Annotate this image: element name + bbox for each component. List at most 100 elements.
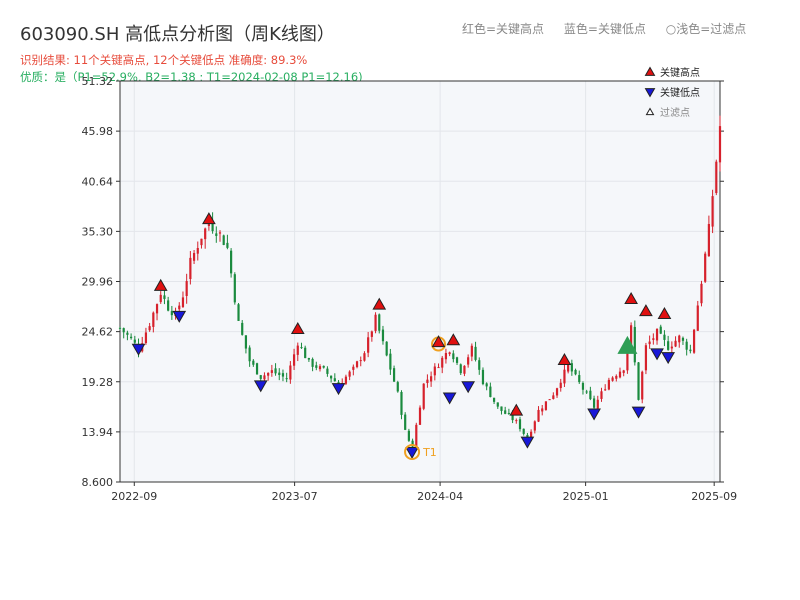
candle <box>541 404 544 416</box>
candle <box>392 365 396 383</box>
key-high-marker <box>153 278 168 291</box>
candle <box>326 366 329 377</box>
candle-body <box>507 412 510 414</box>
key-low-marker <box>631 406 646 419</box>
candle <box>463 365 466 377</box>
candle <box>504 406 507 415</box>
y-tick-label: 40.64 <box>82 175 114 188</box>
candle <box>330 375 333 383</box>
candle-body <box>652 338 655 340</box>
t1-label: T1 <box>422 446 437 459</box>
candle <box>544 401 548 411</box>
candle-body <box>274 368 277 374</box>
candle <box>655 328 659 345</box>
candle-body <box>304 347 307 359</box>
candle <box>318 364 322 372</box>
candle-body <box>385 341 388 356</box>
candle-body <box>478 360 481 370</box>
candle <box>348 370 351 381</box>
candle <box>552 392 555 400</box>
candle-body <box>441 357 444 368</box>
candle <box>585 389 588 394</box>
candle-body <box>433 366 436 376</box>
candle-body <box>415 424 418 447</box>
candle-body <box>611 377 614 381</box>
candle-body <box>570 363 573 372</box>
candle <box>255 362 259 375</box>
candle <box>389 348 392 375</box>
candle <box>578 370 581 384</box>
candle <box>437 363 440 369</box>
key-low-marker <box>442 392 457 405</box>
candle-body <box>207 223 210 227</box>
candle-body <box>148 326 151 331</box>
candle <box>289 361 292 384</box>
candle-body <box>311 358 314 367</box>
candle-body <box>578 375 581 383</box>
candle-body <box>396 382 399 392</box>
candle-body <box>144 332 148 343</box>
candle <box>315 361 318 371</box>
candle <box>500 406 503 415</box>
candle <box>322 365 325 369</box>
candle-body <box>626 349 629 371</box>
candle-body <box>241 322 244 335</box>
candle <box>278 368 281 381</box>
candle <box>267 372 270 381</box>
candle-body <box>118 327 122 329</box>
candle-body <box>374 314 377 331</box>
candle-body <box>122 328 125 333</box>
candle <box>192 249 196 265</box>
candle <box>459 363 462 375</box>
key-low-marker <box>520 436 535 449</box>
candle-body <box>392 368 396 382</box>
candle-body <box>255 363 259 375</box>
candle <box>426 374 429 388</box>
candle <box>700 280 703 307</box>
candle <box>252 359 255 367</box>
pivot-markers: T1 <box>131 212 676 460</box>
candle-body <box>159 294 162 303</box>
candle <box>218 230 222 242</box>
candle-body <box>344 376 348 384</box>
candle-body <box>574 369 577 375</box>
candle-body <box>530 431 533 439</box>
candle-body <box>289 365 292 380</box>
candle <box>422 383 425 411</box>
candle-body <box>322 365 325 368</box>
candle-body <box>181 297 185 307</box>
y-tick-label: 45.98 <box>82 125 114 138</box>
candle-body <box>370 331 373 337</box>
candle-body <box>244 335 248 349</box>
candle <box>292 348 296 370</box>
candle-body <box>267 372 270 376</box>
chart-title: 603090.SH 高低点分析图（周K线图） <box>20 24 335 45</box>
legend-label: 关键低点 <box>660 86 700 99</box>
candle <box>515 418 518 424</box>
candle-body <box>400 391 403 415</box>
candle <box>404 412 407 431</box>
candle-body <box>585 391 588 393</box>
legend-label: 关键高点 <box>660 66 700 79</box>
candle <box>478 357 481 375</box>
candle-body <box>352 366 355 370</box>
candle-body <box>204 228 207 240</box>
x-tick-label: 2025-01 <box>563 490 609 503</box>
candle <box>574 368 577 376</box>
candle-body <box>270 370 273 373</box>
candle-body <box>474 346 477 360</box>
candle-body <box>644 345 648 371</box>
candle-body <box>167 300 170 311</box>
candle <box>718 115 722 172</box>
candle-body <box>641 371 644 400</box>
candle-body <box>492 397 496 402</box>
x-tick-label: 2024-04 <box>417 490 463 503</box>
candle-body <box>481 369 485 385</box>
candle-body <box>437 367 440 369</box>
candle <box>707 215 710 257</box>
candle <box>452 350 455 363</box>
candle-body <box>333 378 336 382</box>
candle <box>352 364 355 376</box>
candle <box>441 355 444 374</box>
key-low-marker <box>461 381 476 394</box>
